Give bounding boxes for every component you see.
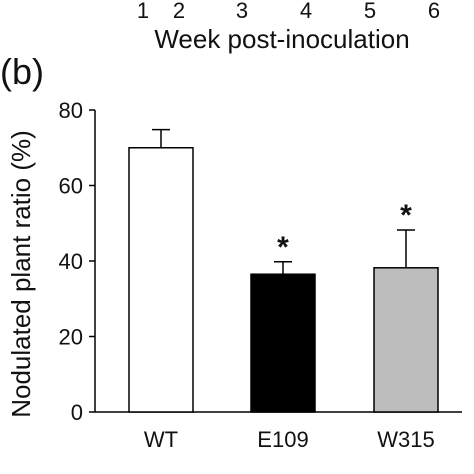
top-axis-tick-label: 4 <box>300 0 312 23</box>
bar-e109 <box>250 273 316 413</box>
x-tick-label: E109 <box>257 427 308 452</box>
top-axis-tick-label: 2 <box>173 0 185 23</box>
y-tick-label: 60 <box>59 174 83 199</box>
top-axis-tick-label: 1 <box>137 0 149 23</box>
bar-wt <box>128 147 194 413</box>
top-axis-tick-label: 3 <box>236 0 248 23</box>
y-tick-label: 20 <box>59 325 83 350</box>
significance-marker: * <box>400 199 412 232</box>
top-axis-label: Week post-inoculation <box>154 24 409 54</box>
plot-area: 0 20 40 60 80 WT * E109 * W315 <box>59 98 462 452</box>
significance-marker: * <box>277 231 289 264</box>
bar-w315 <box>373 267 439 413</box>
top-axis-tick-label: 6 <box>428 0 440 23</box>
y-tick-label: 0 <box>71 400 83 425</box>
x-tick-label: W315 <box>377 427 434 452</box>
top-axis-tick-label: 5 <box>364 0 376 23</box>
y-tick-label: 80 <box>59 98 83 123</box>
x-tick-label: WT <box>144 427 178 452</box>
y-tick-label: 40 <box>59 249 83 274</box>
panel-label: (b) <box>0 51 44 92</box>
top-axis: 1 2 3 4 5 6 <box>137 0 440 23</box>
y-axis-label: Nodulated plant ratio (%) <box>6 130 36 418</box>
